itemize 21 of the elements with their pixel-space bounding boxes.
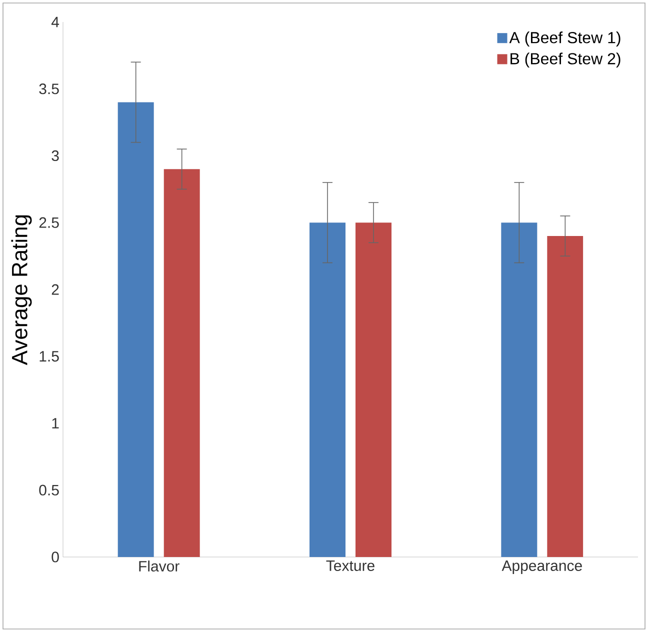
x-tick-label: Flavor (139, 560, 180, 572)
y-axis-title: Average Rating (11, 215, 32, 366)
legend-label: B (Beef Stew 2) (510, 52, 620, 68)
y-tick-label: 2 (52, 284, 59, 295)
y-tick-label: 2.5 (39, 217, 59, 228)
bar (164, 169, 200, 557)
bar (547, 236, 584, 557)
y-tick-label: 0.5 (39, 484, 59, 496)
x-tick-label: Texture (326, 560, 374, 571)
x-tick-label: Appearance (502, 560, 582, 574)
y-tick-label: 3 (52, 150, 59, 162)
bar (356, 222, 392, 557)
bar (310, 222, 346, 557)
y-tick-label: 3.5 (39, 84, 59, 94)
y-tick-label: 1 (52, 418, 59, 428)
bar (118, 102, 154, 557)
y-tick-label: 1.5 (40, 351, 59, 362)
legend-label: A (Beef Stew 1) (509, 32, 620, 46)
bar (501, 222, 538, 557)
y-tick-label: 0 (52, 552, 59, 562)
y-tick-label: 4 (51, 16, 60, 28)
